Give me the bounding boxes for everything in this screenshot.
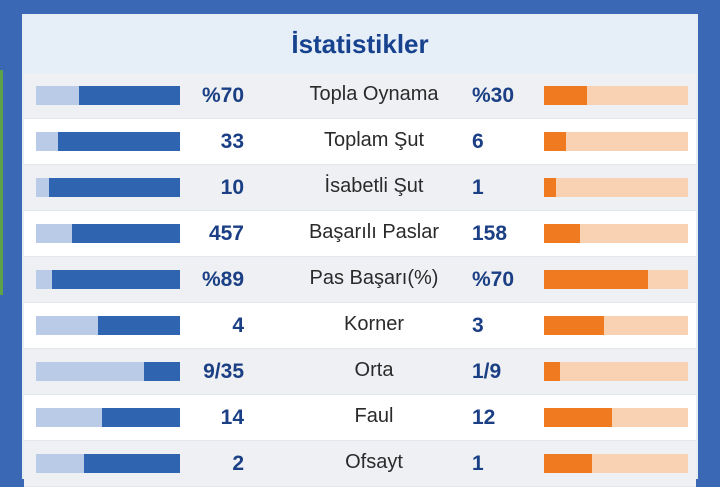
away-value: 1	[472, 176, 484, 199]
away-bar	[544, 316, 688, 335]
away-bar	[544, 178, 688, 197]
stat-label: Toplam Şut	[323, 129, 425, 151]
statistics-header: İstatistikler	[24, 16, 696, 74]
away-bar-fill	[544, 454, 592, 473]
away-value: 158	[472, 222, 508, 245]
home-bar-fill	[72, 224, 180, 243]
stat-label: İsabetli Şut	[324, 175, 424, 197]
home-value: %70	[201, 84, 244, 107]
home-value: 2	[232, 452, 244, 475]
home-value: 9/35	[203, 360, 244, 383]
stat-label: Başarılı Paslar	[308, 221, 440, 243]
away-bar-fill	[544, 270, 648, 289]
home-value: 4	[232, 314, 244, 337]
stat-label: Pas Başarı(%)	[309, 267, 439, 289]
away-value: 1/9	[472, 360, 502, 383]
away-bar	[544, 132, 688, 151]
stat-row: 14 Faul 12	[24, 395, 696, 441]
away-value: 3	[472, 314, 484, 337]
away-value: 1	[472, 452, 484, 475]
stat-row: 10 İsabetli Şut 1	[24, 165, 696, 211]
stat-row: 33 Toplam Şut 6	[24, 119, 696, 165]
home-value: 14	[220, 406, 244, 429]
away-value: %30	[472, 84, 515, 107]
home-bar-fill	[48, 178, 180, 197]
away-bar	[544, 86, 688, 105]
away-bar-fill	[544, 132, 566, 151]
stat-label: Ofsayt	[345, 451, 403, 473]
stat-row: 2 Ofsayt 1	[24, 441, 696, 487]
home-value: 10	[220, 176, 244, 199]
background-edge	[0, 70, 3, 295]
home-value: 33	[220, 130, 244, 153]
away-bar	[544, 362, 688, 381]
statistics-rows: %70 Topla Oynama %30 33 Toplam Şut 6 10 İsabetl…	[24, 73, 696, 487]
home-bar	[36, 178, 180, 197]
away-bar-fill	[544, 178, 556, 197]
stat-label: Topla Oynama	[309, 83, 439, 105]
stat-row: %70 Topla Oynama %30	[24, 73, 696, 119]
away-bar	[544, 454, 688, 473]
home-value: %89	[201, 268, 244, 291]
away-bar	[544, 270, 688, 289]
home-bar	[36, 408, 180, 427]
away-bar	[544, 224, 688, 243]
home-bar-fill	[102, 408, 180, 427]
statistics-panel: İstatistikler %70 Topla Oynama %30 33 Toplam…	[22, 14, 698, 487]
statistics-title: İstatistikler	[291, 29, 429, 59]
away-value: %70	[472, 268, 515, 291]
away-bar-fill	[544, 224, 580, 243]
away-value: 12	[472, 406, 496, 429]
home-bar-fill	[57, 132, 180, 151]
stat-row: 9/35 Orta 1/9	[24, 349, 696, 395]
home-bar-fill	[79, 86, 180, 105]
home-bar	[36, 224, 180, 243]
stat-row: %89 Pas Başarı(%) %70	[24, 257, 696, 303]
away-bar-fill	[544, 408, 612, 427]
away-value: 6	[472, 130, 484, 153]
home-bar	[36, 316, 180, 335]
stat-row: 4 Korner 3	[24, 303, 696, 349]
home-bar-fill	[144, 362, 180, 381]
home-bar-fill	[51, 270, 180, 289]
home-bar	[36, 86, 180, 105]
home-bar	[36, 132, 180, 151]
home-bar	[36, 362, 180, 381]
stat-label: Orta	[354, 359, 394, 381]
stat-label: Korner	[343, 313, 405, 335]
away-bar-fill	[544, 362, 560, 381]
home-bar-fill	[97, 316, 180, 335]
away-bar-fill	[544, 316, 605, 335]
stat-row: 457 Başarılı Paslar 158	[24, 211, 696, 257]
away-bar-fill	[544, 86, 588, 105]
home-value: 457	[208, 222, 244, 245]
home-bar-fill	[83, 454, 180, 473]
away-bar	[544, 408, 688, 427]
home-bar	[36, 454, 180, 473]
stat-label: Faul	[354, 405, 394, 427]
home-bar	[36, 270, 180, 289]
